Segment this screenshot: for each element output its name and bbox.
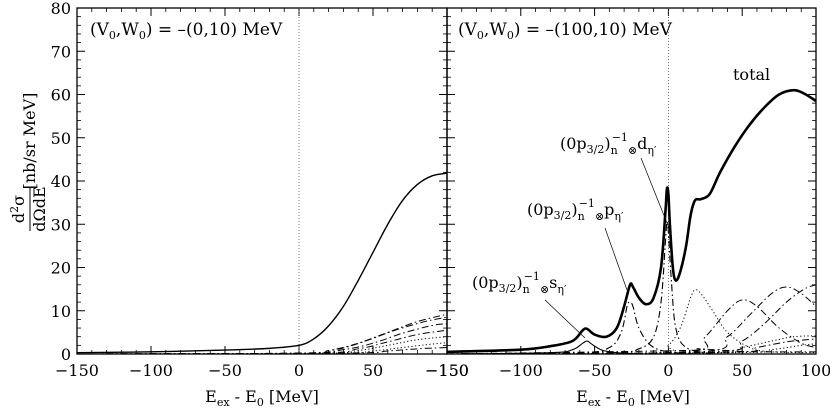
annotation-d-state: (0p3/2)n−1⊗dη′ [560, 131, 657, 157]
annotation-s-state: (0p3/2)n−1⊗sη′ [472, 270, 567, 296]
left-series-total [76, 172, 448, 354]
y-tick-label: 30 [51, 215, 71, 234]
right-plot-frame [446, 7, 817, 355]
right-series-total [446, 88, 817, 354]
annotation-p-leader [604, 227, 628, 291]
left-panel-title: (V0,W0) = –(0,10) MeV [90, 20, 283, 42]
svg-text:dΩdE: dΩdE [30, 186, 49, 231]
left-x-tick-label: −150 [55, 361, 99, 380]
right-x-tick-label: −100 [499, 361, 543, 380]
svg-text:d2σ: d2σ [8, 195, 28, 223]
right-x-tick-label: 50 [732, 361, 752, 380]
right-x-tick-label: −150 [425, 361, 469, 380]
right-x-axis-label: Eex - E0 [MeV] [576, 387, 690, 409]
left-series-component-6 [76, 342, 448, 355]
right-series-l-component [446, 343, 817, 355]
right-x-tick-label: 0 [663, 361, 673, 380]
y-tick-label: 60 [51, 86, 71, 105]
left-x-tick-label: −50 [208, 361, 242, 380]
y-tick-label: 80 [51, 0, 71, 18]
left-series-component-4 [76, 329, 448, 355]
annotation-total: total [733, 65, 770, 84]
y-tick-label: 70 [51, 42, 71, 61]
svg-text:[nb/sr MeV]: [nb/sr MeV] [20, 93, 39, 190]
y-tick-label: 0 [61, 345, 71, 364]
y-tick-label: 20 [51, 259, 71, 278]
left-x-axis-label: Eex - E0 [MeV] [205, 387, 319, 409]
right-x-tick-label: 100 [801, 361, 830, 380]
right-plot-series [446, 8, 817, 355]
left-series-component-2 [76, 316, 448, 355]
left-plot-frame [76, 7, 448, 355]
annotation-s-leader [544, 299, 586, 339]
y-tick-label: 40 [51, 172, 71, 191]
right-series-g-component [446, 299, 817, 355]
y-tick-label: 10 [51, 302, 71, 321]
right-series-k-component [446, 338, 817, 355]
right-series-h-component [446, 286, 817, 355]
right-series-j-component [446, 335, 817, 355]
left-x-tick-label: −100 [129, 361, 173, 380]
left-series-component-3 [76, 323, 448, 355]
right-series-p-component [446, 301, 698, 355]
right-x-tick-label: −50 [578, 361, 612, 380]
annotation-p-state: (0p3/2)n−1⊗pη′ [527, 197, 624, 223]
left-x-tick-label: 50 [363, 361, 383, 380]
left-series-component-7 [76, 347, 448, 355]
left-series-component-1 [76, 313, 448, 355]
y-tick-label: 50 [51, 129, 71, 148]
left-x-tick-label: −150 [425, 361, 469, 380]
right-series-f-component [446, 289, 817, 355]
left-plot-series [76, 8, 448, 355]
right-axis-ticks: −150 −100 −50 0 50 100 [425, 8, 830, 380]
right-series-i-component [446, 284, 817, 355]
y-axis-label: d2σ dΩdE [nb/sr MeV] [8, 93, 49, 232]
right-panel-title: (V0,W0) = –(100,10) MeV [458, 20, 673, 42]
annotation-d-leader [640, 157, 670, 229]
left-x-tick-label: 0 [294, 361, 304, 380]
right-series-m-component [446, 348, 817, 355]
